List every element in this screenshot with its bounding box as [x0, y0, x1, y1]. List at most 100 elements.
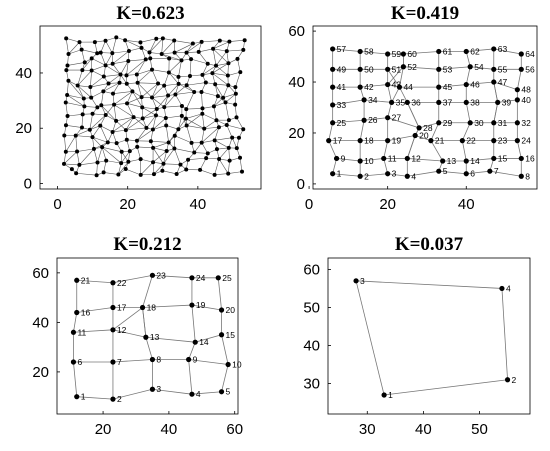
network-edge — [89, 113, 93, 130]
network-edge — [137, 82, 153, 98]
network-edge — [198, 51, 208, 64]
network-node — [135, 144, 140, 149]
network-node — [151, 145, 156, 150]
node-label: 8 — [525, 171, 530, 181]
network-edge — [234, 104, 237, 118]
network-edge — [167, 83, 179, 96]
network-edge — [151, 95, 169, 98]
network-edge — [178, 118, 187, 130]
network-edge — [92, 125, 101, 138]
network-node — [66, 78, 71, 83]
network-node — [233, 91, 238, 96]
network-edge — [332, 99, 365, 106]
network-node — [100, 145, 105, 150]
network-edge — [202, 113, 205, 129]
network-edge — [174, 148, 195, 153]
network-edge — [142, 304, 192, 308]
network-node — [235, 56, 240, 61]
network-edge — [142, 107, 157, 110]
network-node — [189, 302, 195, 308]
network-edge — [215, 63, 229, 66]
network-node — [463, 171, 469, 177]
network-node — [153, 113, 158, 118]
network-edge — [221, 364, 229, 392]
network-edge — [364, 117, 388, 121]
network-node — [144, 125, 149, 130]
node-label: 13 — [447, 156, 457, 166]
network-node — [143, 334, 149, 340]
node-label: 46 — [470, 80, 480, 90]
network-edge — [82, 58, 92, 71]
axes-frame — [39, 25, 262, 190]
y-tick-label: 60 — [32, 265, 49, 282]
network-edge — [118, 161, 129, 175]
node-label: 24 — [521, 136, 531, 146]
network-node — [184, 167, 189, 172]
network-edge — [332, 158, 337, 174]
network-node — [110, 327, 116, 333]
network-node — [236, 135, 241, 140]
network-edge — [185, 118, 205, 129]
network-edge — [77, 148, 95, 152]
y-tick-label: 20 — [288, 125, 305, 142]
node-label: 25 — [222, 273, 232, 283]
network-edge — [438, 170, 467, 175]
node-label: 20 — [226, 305, 236, 315]
network-edge — [112, 91, 133, 94]
network-edge — [101, 146, 122, 164]
network-edge — [188, 157, 207, 160]
network-node — [94, 173, 99, 178]
network-node — [184, 107, 189, 112]
network-edge — [213, 102, 226, 107]
node-label: 4 — [196, 389, 201, 399]
network-edge — [164, 94, 176, 108]
network-edge — [387, 117, 420, 129]
network-node — [172, 146, 177, 151]
network-edge — [65, 102, 68, 117]
network-edge — [137, 82, 142, 98]
network-edge — [101, 105, 117, 122]
node-label: 2 — [364, 171, 369, 181]
network-node — [361, 117, 367, 123]
network-edge — [152, 147, 164, 164]
node-label: 37 — [443, 97, 453, 107]
network-node — [173, 92, 178, 97]
y-tick-label: 20 — [32, 364, 49, 381]
network-node — [436, 168, 442, 174]
network-node — [69, 167, 74, 172]
network-edge — [103, 74, 121, 77]
network-node — [114, 35, 119, 40]
y-tick-label: 40 — [288, 74, 305, 91]
network-node — [189, 57, 194, 62]
network-node — [63, 123, 68, 128]
network-edges — [73, 274, 229, 400]
network-edge — [336, 158, 361, 162]
network-node — [117, 80, 122, 85]
network-edge — [221, 334, 229, 365]
network-node — [192, 150, 197, 155]
network-edge — [140, 173, 154, 176]
network-edge — [125, 118, 143, 131]
network-node — [81, 96, 86, 101]
network-node — [218, 389, 225, 395]
network-edge — [165, 125, 169, 143]
network-node — [172, 38, 177, 43]
network-node — [139, 95, 144, 100]
network-edge — [112, 50, 130, 65]
network-edge — [90, 76, 105, 88]
node-label: 15 — [498, 153, 508, 163]
network-node — [127, 149, 132, 154]
network-node — [74, 277, 80, 283]
network-node — [179, 103, 184, 108]
network-node — [178, 162, 183, 167]
network-edge — [77, 70, 92, 86]
network-edge — [364, 99, 392, 103]
network-edge — [67, 94, 84, 99]
network-node — [221, 95, 226, 100]
network-node — [135, 80, 140, 85]
node-label: 43 — [392, 80, 402, 90]
network-node — [192, 89, 197, 94]
network-edge — [140, 162, 154, 176]
network-node — [203, 80, 208, 85]
network-node — [381, 155, 387, 162]
